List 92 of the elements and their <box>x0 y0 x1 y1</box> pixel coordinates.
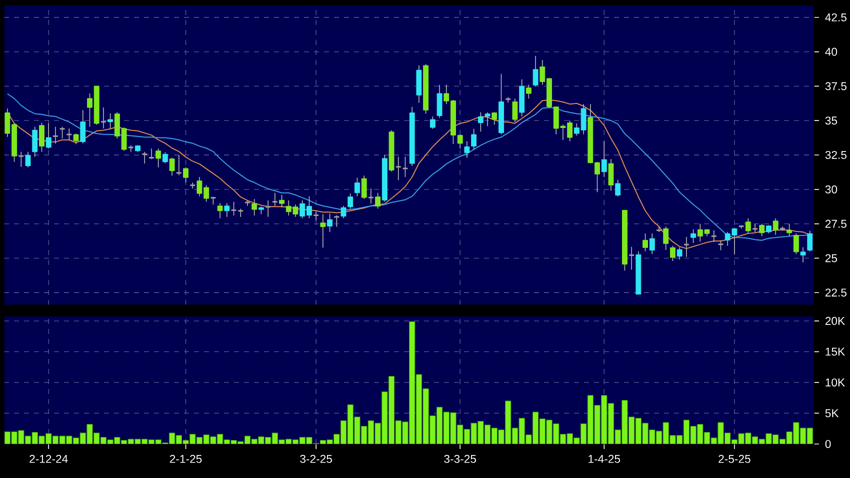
candlestick <box>18 151 24 168</box>
candlestick <box>25 151 31 168</box>
candlestick <box>176 154 182 176</box>
candlestick <box>340 205 346 219</box>
candlestick <box>354 177 360 197</box>
candlestick <box>162 152 168 164</box>
candlestick <box>73 133 79 145</box>
y-tick-label: 10K <box>826 378 845 386</box>
candlestick <box>710 230 718 242</box>
candlestick <box>492 112 498 126</box>
candlestick <box>320 214 326 248</box>
candlestick <box>615 179 621 197</box>
candlestick <box>217 202 223 219</box>
candlestick <box>601 140 607 178</box>
candlestick <box>141 151 148 164</box>
candlestick <box>628 246 635 270</box>
x-tick-label: 3-3-25 <box>444 454 476 463</box>
y-tick-label: 42.5 <box>825 13 846 22</box>
candlestick <box>264 200 272 218</box>
candlestick <box>800 246 806 263</box>
candlestick <box>272 192 278 206</box>
candlestick <box>80 110 86 144</box>
candlestick <box>368 188 374 204</box>
candlestick <box>327 213 333 232</box>
candlestick <box>752 223 758 232</box>
candlestick <box>670 245 676 262</box>
candlestick <box>759 223 765 237</box>
candlestick <box>676 246 682 260</box>
candlestick <box>32 126 38 158</box>
candlestick <box>128 144 134 152</box>
y-tick-label: 30 <box>825 185 838 194</box>
y-tick-label: 22.5 <box>825 288 846 297</box>
candlestick <box>189 182 196 189</box>
candlestick <box>512 98 518 122</box>
candlestick <box>361 175 367 200</box>
x-tick-label: 3-2-25 <box>300 454 332 463</box>
candlestick <box>156 148 162 168</box>
candlestick <box>745 218 751 234</box>
candlestick <box>333 214 340 228</box>
candlestick <box>148 148 155 160</box>
candlestick <box>649 233 655 254</box>
y-tick-label: 25 <box>825 254 838 262</box>
candlestick <box>39 122 44 152</box>
candlestick <box>663 226 669 250</box>
candlestick <box>786 223 792 237</box>
y-tick-label: 20K <box>825 316 845 325</box>
candlestick <box>690 228 696 244</box>
candlestick <box>375 192 381 210</box>
candlestick <box>526 84 532 99</box>
candlestick <box>532 55 538 87</box>
candlestick <box>478 112 484 132</box>
candlestick <box>230 201 237 216</box>
candlestick <box>402 156 408 178</box>
y-tick-label: 27.5 <box>825 220 846 228</box>
candlestick <box>772 218 778 236</box>
candlestick <box>348 193 354 210</box>
candlestick <box>807 230 813 252</box>
candlestick <box>683 236 690 258</box>
candlestick <box>100 107 107 129</box>
candlestick <box>237 208 244 218</box>
y-tick-label: 0 <box>825 440 831 448</box>
candlestick <box>59 126 66 139</box>
candlestick <box>484 112 490 127</box>
y-tick-label: 15K <box>826 348 845 356</box>
y-tick-label: 40 <box>825 48 838 56</box>
candlestick <box>471 128 477 150</box>
candlestick <box>312 211 320 221</box>
candlestick <box>52 126 59 144</box>
candlestick <box>66 128 72 141</box>
y-tick-label: 5K <box>825 409 839 418</box>
x-tick-label: 2-5-25 <box>718 454 750 463</box>
candlestick <box>642 233 648 252</box>
x-tick-label: 1-4-25 <box>588 454 620 463</box>
candlestick <box>279 194 284 208</box>
candlestick <box>430 116 436 130</box>
y-tick-label: 32.5 <box>825 150 846 159</box>
candlestick <box>46 122 52 149</box>
candlestick <box>169 157 175 176</box>
candlestick <box>395 156 402 181</box>
candlestick <box>464 140 470 158</box>
candlestick <box>608 158 614 192</box>
y-tick-label: 35 <box>825 116 838 125</box>
candlestick <box>252 198 258 216</box>
candlestick <box>224 202 230 218</box>
candlestick <box>793 233 799 254</box>
candlestick <box>183 166 188 183</box>
x-tick-label: 2-1-25 <box>170 454 202 463</box>
candlestick <box>108 113 114 129</box>
y-tick-label: 37.5 <box>825 82 846 90</box>
candlestick <box>718 240 724 251</box>
x-tick-label: 2-12-24 <box>30 454 68 463</box>
candlestick <box>436 84 442 118</box>
